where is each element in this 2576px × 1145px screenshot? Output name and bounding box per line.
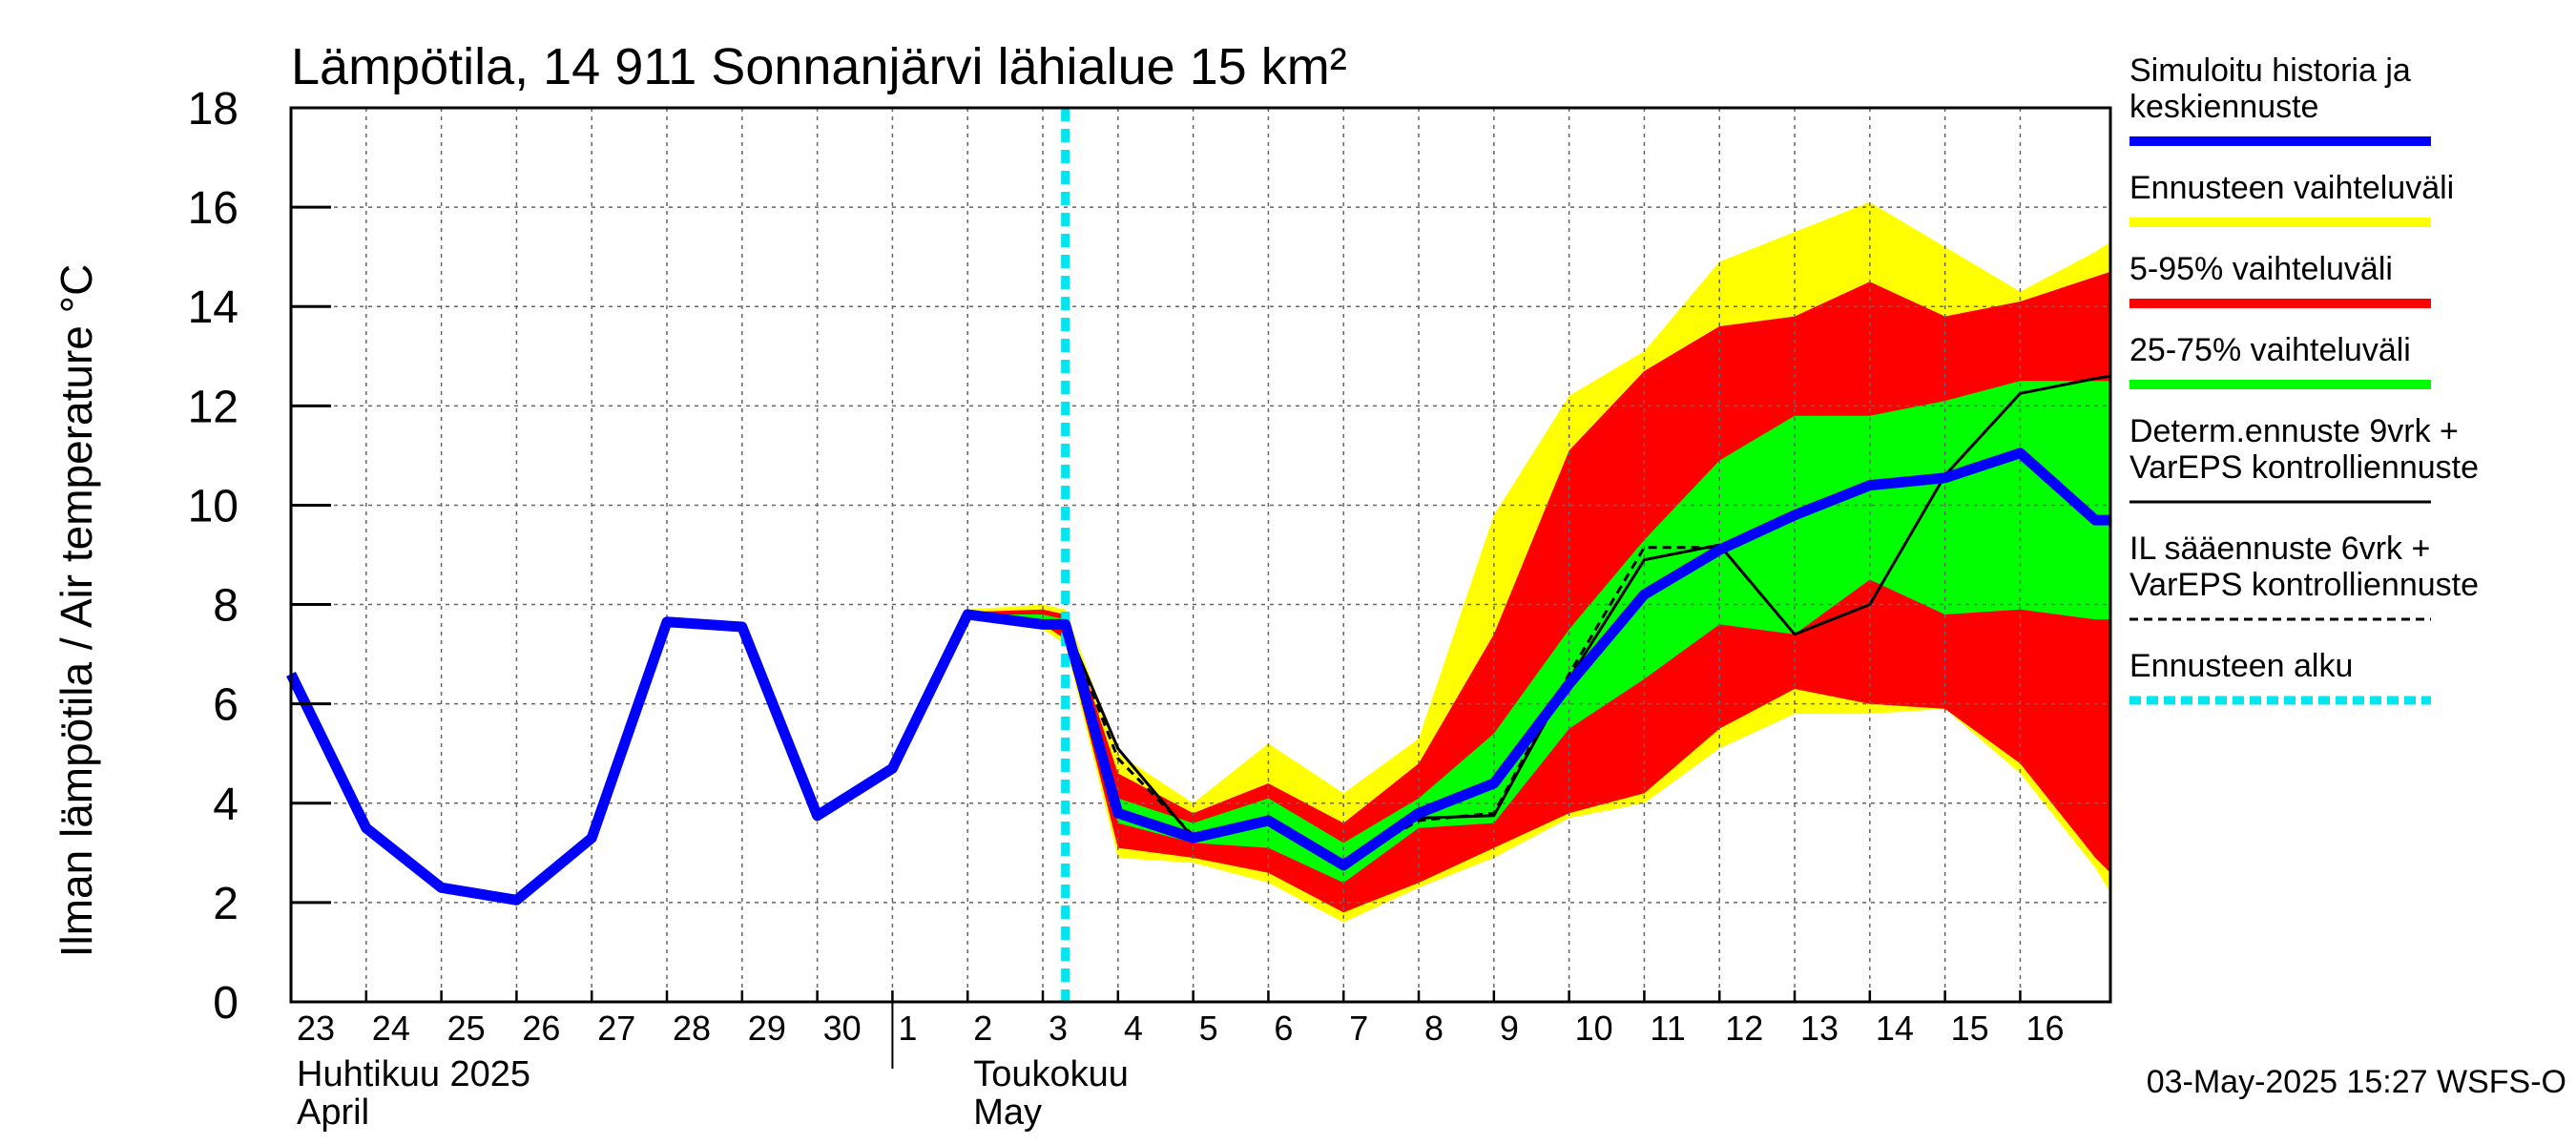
legend-label: keskiennuste xyxy=(2129,89,2318,125)
plot-frame xyxy=(289,106,2112,1004)
month-label: Huhtikuu 2025 xyxy=(297,1054,530,1094)
x-tick-label: 7 xyxy=(1349,1009,1368,1048)
legend-label: IL sääennuste 6vrk + xyxy=(2129,531,2430,567)
forecast-bands xyxy=(967,201,2111,923)
y-tick-label: 10 xyxy=(188,481,239,531)
x-tick-label: 11 xyxy=(1650,1009,1685,1048)
x-tick-label: 23 xyxy=(297,1009,335,1048)
legend-label: Simuloitu historia ja xyxy=(2129,52,2411,89)
x-tick-label: 8 xyxy=(1424,1009,1444,1048)
x-tick-label: 10 xyxy=(1575,1009,1613,1048)
legend-label: Ennusteen vaihteluväli xyxy=(2129,170,2454,206)
x-tick-label: 3 xyxy=(1049,1009,1068,1048)
series-lines xyxy=(286,374,2111,906)
series-mean-forecast-line xyxy=(286,448,2110,906)
grid-lines xyxy=(291,108,2110,1002)
y-tick-label: 0 xyxy=(213,978,239,1029)
legend-label: VarEPS kontrolliennuste xyxy=(2129,567,2479,603)
x-tick-label: 24 xyxy=(372,1009,410,1048)
y-tick-label: 2 xyxy=(213,879,239,929)
x-tick-label: 5 xyxy=(1199,1009,1218,1048)
x-tick-label: 30 xyxy=(823,1009,862,1048)
month-label-english: May xyxy=(973,1093,1042,1133)
x-tick-label: 15 xyxy=(1951,1009,1989,1048)
x-tick-label: 26 xyxy=(522,1009,560,1048)
legend-label: Ennusteen alku xyxy=(2129,648,2353,684)
legend-label: VarEPS kontrolliennuste xyxy=(2129,449,2479,486)
y-tick-label: 16 xyxy=(188,183,239,234)
month-label: Toukokuu xyxy=(973,1054,1129,1094)
legend-label: 25-75% vaihteluväli xyxy=(2129,332,2411,368)
x-tick-label: 25 xyxy=(447,1009,486,1048)
legend-label: 5-95% vaihteluväli xyxy=(2129,251,2393,287)
x-tick-label: 2 xyxy=(973,1009,992,1048)
y-tick-label: 14 xyxy=(188,282,239,333)
legend-label: Determ.ennuste 9vrk + xyxy=(2129,413,2459,449)
y-tick-label: 8 xyxy=(213,581,239,632)
x-tick-label: 13 xyxy=(1800,1009,1839,1048)
y-axis-label: Ilman lämpötila / Air temperature °C xyxy=(52,264,101,958)
y-tick-label: 12 xyxy=(188,382,239,432)
x-tick-label: 4 xyxy=(1124,1009,1143,1048)
x-tick-label: 16 xyxy=(2025,1009,2064,1048)
x-tick-label: 6 xyxy=(1274,1009,1293,1048)
x-tick-label: 1 xyxy=(898,1009,917,1048)
x-tick-label: 12 xyxy=(1725,1009,1763,1048)
series-deterministic-line xyxy=(967,374,2111,867)
y-tick-label: 6 xyxy=(213,680,239,731)
chart-title: Lämpötila, 14 911 Sonnanjärvi lähialue 1… xyxy=(291,38,1347,95)
x-tick-label: 14 xyxy=(1876,1009,1914,1048)
month-label-english: April xyxy=(297,1093,369,1133)
x-tick-label: 29 xyxy=(748,1009,786,1048)
y-tick-label: 18 xyxy=(188,84,239,135)
y-tick-label: 4 xyxy=(213,780,239,830)
x-tick-label: 28 xyxy=(673,1009,711,1048)
x-tick-label: 27 xyxy=(597,1009,635,1048)
x-tick-label: 9 xyxy=(1500,1009,1519,1048)
footer-timestamp: 03-May-2025 15:27 WSFS-O xyxy=(2147,1064,2566,1100)
